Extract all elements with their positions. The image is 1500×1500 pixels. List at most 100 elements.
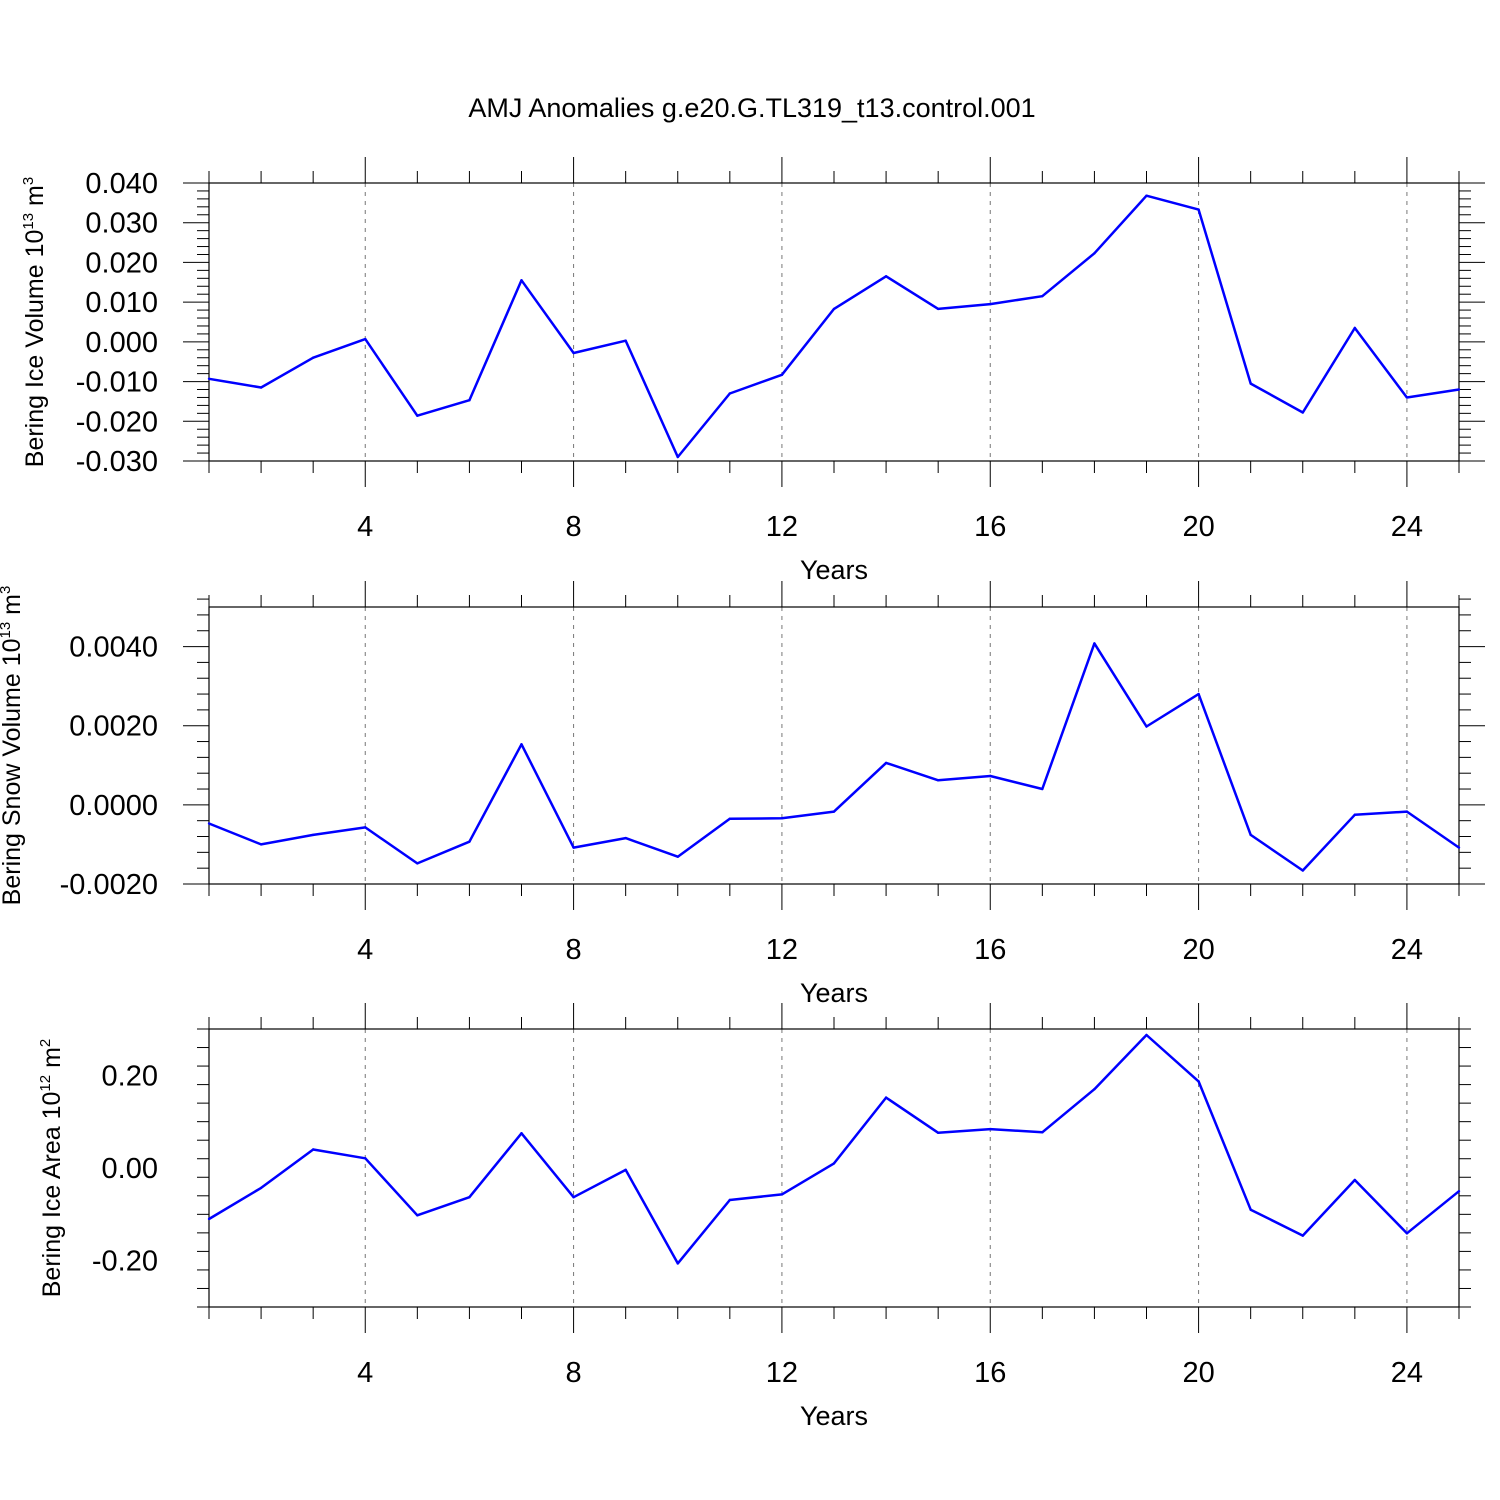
y-tick-label: -0.20 (92, 1246, 158, 1278)
data-point (311, 833, 315, 837)
data-point (676, 855, 679, 858)
data-point (1041, 787, 1044, 791)
data-point (572, 846, 575, 849)
data-point (1249, 382, 1252, 385)
y-axis-label: Bering Ice Volume 1013 m3 (20, 177, 49, 467)
data-point (728, 1198, 732, 1202)
data-point (468, 840, 471, 843)
y-axis-label: Bering Ice Area 1012 m2 (37, 1039, 66, 1298)
y-axis-label-unit-exponent: 3 (0, 586, 14, 594)
data-point (1197, 1080, 1200, 1083)
x-axis-label: Years (800, 978, 868, 1008)
data-point (1249, 833, 1252, 837)
x-tick-label: 16 (974, 1357, 1006, 1389)
x-tick-label: 24 (1391, 511, 1423, 543)
data-point (780, 1193, 784, 1196)
data-point (1041, 1131, 1044, 1134)
y-axis-label-exponent: 13 (20, 213, 37, 230)
data-point (259, 843, 263, 846)
data-point (1145, 194, 1148, 197)
y-tick-label: 0.020 (85, 247, 158, 279)
data-point (884, 1096, 888, 1099)
data-point (520, 279, 523, 282)
data-point (1041, 294, 1044, 298)
data-point (1145, 1033, 1148, 1037)
data-point (624, 1168, 627, 1172)
data-point (832, 1162, 836, 1165)
y-tick-label: -0.0020 (60, 869, 158, 901)
data-point (468, 399, 471, 402)
data-point (207, 822, 211, 825)
data-point (1353, 1178, 1357, 1182)
x-axis-label: Years (800, 555, 868, 585)
data-point (1197, 692, 1200, 696)
data-point (572, 1195, 575, 1199)
y-tick-label: 0.010 (85, 287, 158, 319)
data-point (1457, 388, 1461, 391)
panel-2: -0.0020 0.0000 0.0020 0.0040 4 8 12 16 20 24 Years… (0, 581, 1485, 1008)
x-tick-label: 4 (357, 934, 373, 966)
y-axis-label-unit: m (38, 1047, 66, 1075)
data-point (989, 302, 992, 306)
data-point (676, 1262, 679, 1265)
x-axis-label: Years (800, 1401, 868, 1431)
data-point (989, 774, 992, 778)
x-tick-label: 20 (1182, 934, 1214, 966)
x-tick-label: 4 (357, 511, 373, 543)
x-tick-label: 24 (1391, 934, 1423, 966)
y-tick-label: -0.010 (76, 367, 158, 399)
data-point (1301, 1234, 1304, 1237)
series-line (208, 194, 1460, 459)
x-tick-label: 12 (766, 1357, 798, 1389)
plot-frame (208, 182, 1460, 462)
data-point (364, 826, 367, 829)
data-point (1301, 869, 1304, 872)
data-point (624, 836, 627, 840)
data-point (1457, 846, 1461, 849)
y-tick-label: 0.00 (102, 1153, 158, 1185)
data-point (676, 455, 679, 459)
x-tick-label: 16 (974, 511, 1006, 543)
y-axis-label-text: Bering Snow Volume 10 (0, 638, 26, 905)
x-tick-label: 20 (1182, 1357, 1214, 1389)
data-point (780, 373, 784, 377)
y-tick-label: 0.000 (85, 327, 158, 359)
data-point (1093, 1088, 1096, 1091)
data-point (1405, 1232, 1409, 1235)
x-tick-label: 24 (1391, 1357, 1423, 1389)
y-tick-label: -0.020 (76, 406, 158, 438)
data-point (1353, 326, 1357, 330)
data-point (1353, 813, 1357, 816)
panel-1: -0.030 -0.020 -0.010 0.000 0.010 0.020 0.030 0.… (20, 157, 1485, 585)
y-axis-label-unit: m (0, 594, 26, 622)
x-tick-label: 12 (766, 934, 798, 966)
data-point (416, 414, 419, 417)
x-tick-label: 8 (566, 511, 582, 543)
data-point (416, 862, 419, 865)
y-axis-label-unit-exponent: 2 (37, 1039, 54, 1047)
plot-frame (208, 606, 1460, 885)
data-point (1301, 411, 1304, 414)
data-point (1197, 208, 1200, 211)
data-point (572, 351, 575, 355)
data-point (728, 817, 732, 820)
panel-3: -0.20 0.00 0.20 4 8 12 16 20 24 Years Bering Ice A… (37, 1003, 1471, 1431)
data-point (989, 1127, 992, 1131)
y-axis-label-unit: m (21, 185, 49, 213)
y-tick-label: 0.040 (85, 168, 158, 200)
data-point (1093, 642, 1096, 645)
data-point (468, 1195, 471, 1199)
data-point (1093, 252, 1096, 255)
data-point (1405, 810, 1409, 813)
y-axis-label-text: Bering Ice Volume 10 (21, 230, 49, 468)
data-point (259, 386, 263, 389)
y-axis-label: Bering Snow Volume 1013 m3 (0, 586, 26, 906)
data-point (416, 1214, 419, 1217)
y-axis-label-unit-exponent: 3 (20, 177, 37, 185)
data-point (624, 339, 627, 342)
data-point (780, 817, 784, 820)
data-point (207, 377, 211, 380)
data-point (520, 1132, 523, 1135)
x-tick-label: 8 (566, 934, 582, 966)
data-point (884, 275, 888, 278)
